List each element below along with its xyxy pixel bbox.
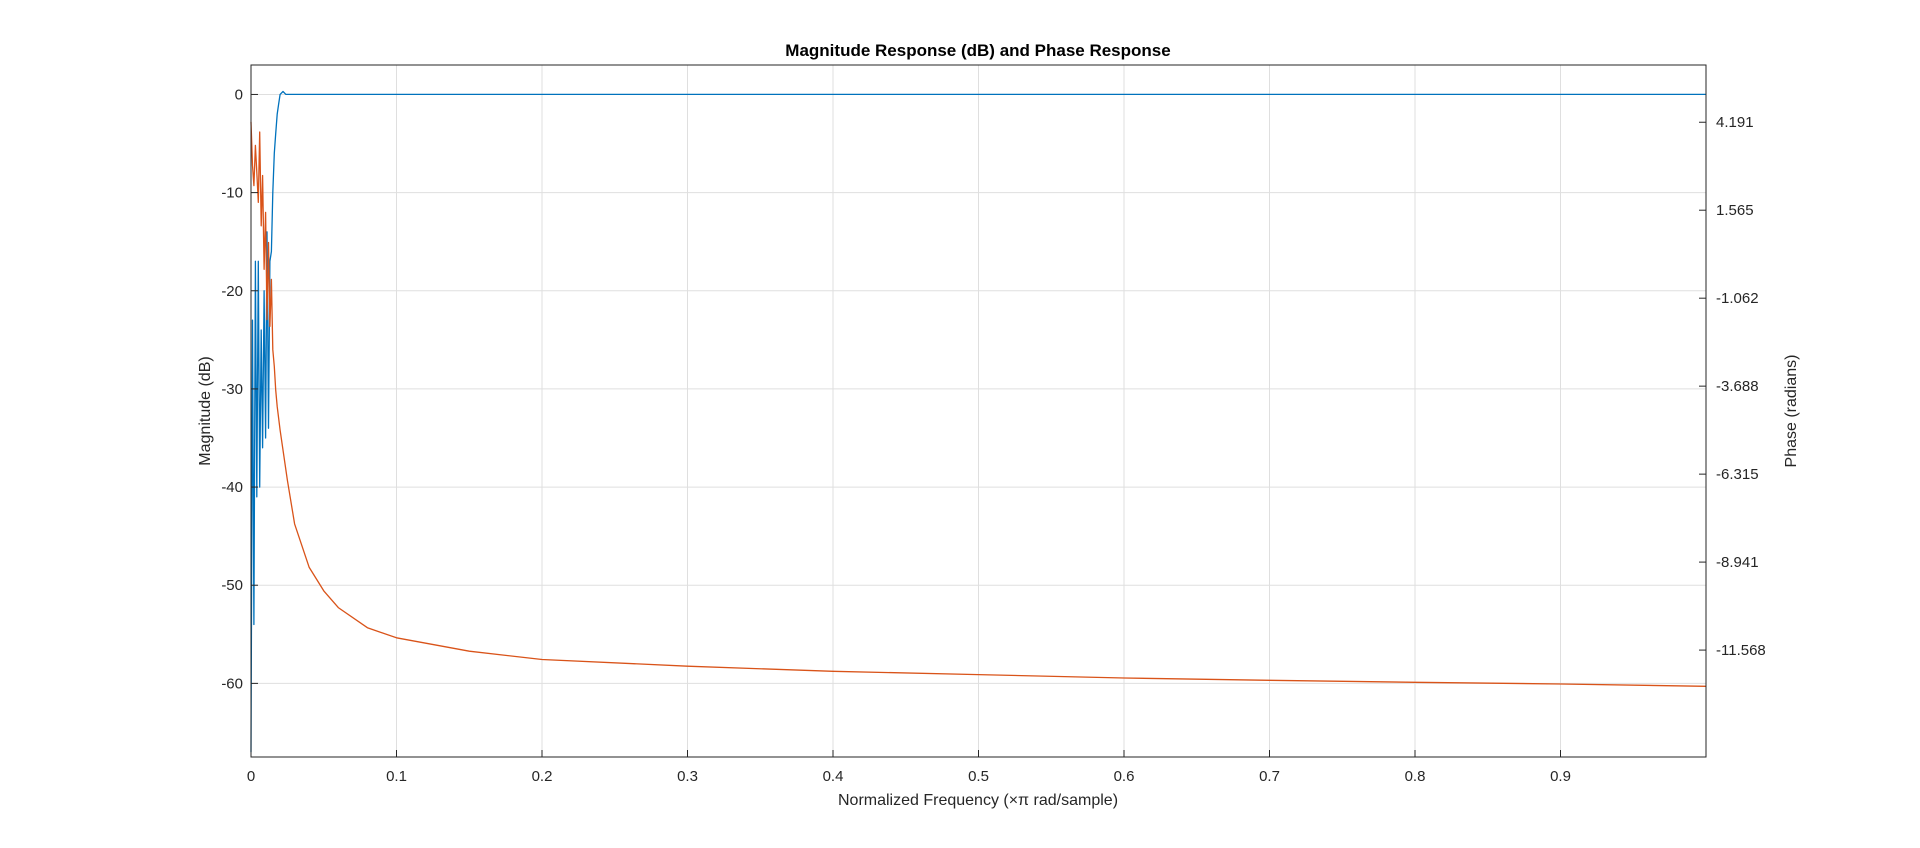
y2-tick-label: -11.568	[1716, 642, 1766, 659]
chart-title: Magnitude Response (dB) and Phase Respon…	[785, 41, 1170, 60]
y-tick-label: -60	[221, 675, 243, 692]
y-tick-label: -10	[221, 185, 243, 202]
series-layer	[250, 90, 1707, 753]
y-axis-label: Magnitude (dB)	[197, 356, 214, 465]
y2-tick-label: 1.565	[1716, 202, 1754, 219]
x-tick-label: 0.3	[677, 768, 698, 785]
x-axis-label: Normalized Frequency (×π rad/sample)	[838, 792, 1118, 809]
x-axis: 0 0.1 0.2 0.3 0.4 0.5 0.6 0.7 0.8 0.9	[247, 750, 1571, 785]
y2-tick-label: -6.315	[1716, 466, 1759, 483]
y2-axis-label: Phase (radians)	[1783, 355, 1800, 468]
x-tick-label: 0.1	[386, 768, 407, 785]
y-tick-label: -30	[221, 381, 243, 398]
x-tick-label: 0.5	[968, 768, 989, 785]
y-axis-left: 0 -10 -20 -30 -40 -50 -60	[221, 86, 258, 692]
y-tick-label: -50	[221, 577, 243, 594]
y-tick-label: -40	[221, 479, 243, 496]
x-tick-label: 0.4	[823, 768, 844, 785]
x-tick-label: 0.9	[1550, 768, 1571, 785]
y2-tick-label: 4.191	[1716, 114, 1754, 131]
x-tick-label: 0.8	[1405, 768, 1426, 785]
phase-series	[250, 121, 1707, 687]
y2-tick-label: -3.688	[1716, 378, 1759, 395]
y-tick-label: -20	[221, 283, 243, 300]
y2-tick-label: -1.062	[1716, 290, 1759, 307]
x-tick-label: 0	[247, 768, 255, 785]
y-tick-label: 0	[235, 86, 243, 103]
x-tick-label: 0.6	[1114, 768, 1135, 785]
x-tick-label: 0.7	[1259, 768, 1280, 785]
x-tick-label: 0.2	[532, 768, 553, 785]
magnitude-series	[250, 90, 1706, 753]
y2-tick-label: -8.941	[1716, 554, 1759, 571]
y-axis-right: 4.191 1.565 -1.062 -3.688 -6.315 -8.941 -11.56…	[1699, 114, 1766, 659]
